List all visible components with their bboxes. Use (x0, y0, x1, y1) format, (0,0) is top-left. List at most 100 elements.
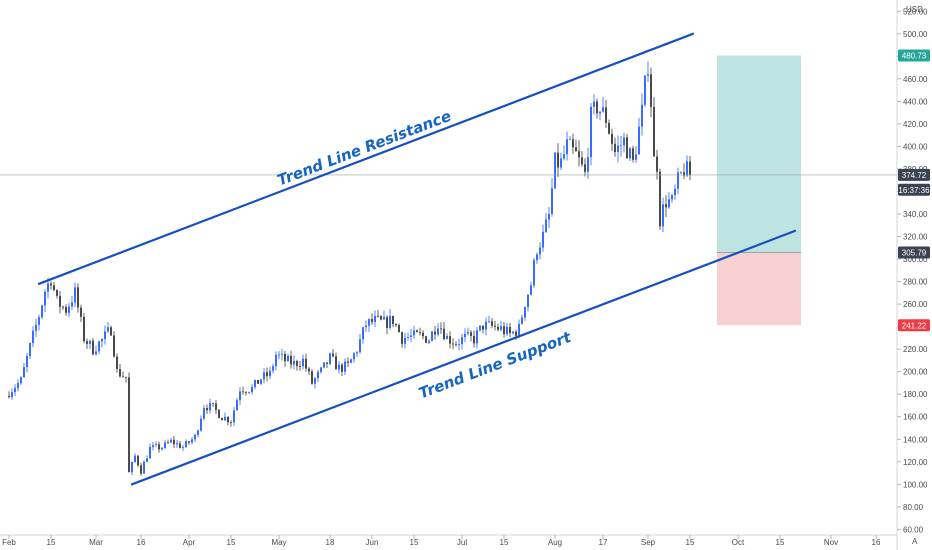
candle-body (266, 372, 268, 377)
candle (83, 312, 85, 344)
candle (677, 167, 679, 195)
candle-body (686, 161, 688, 176)
x-tick-label: 15 (686, 538, 695, 547)
price-tag-label: 480.73 (902, 51, 927, 60)
candle-body (314, 378, 316, 384)
candle (104, 325, 106, 345)
candle-body (554, 152, 556, 189)
candle (653, 97, 655, 157)
x-tick-label: Jun (366, 538, 379, 547)
candle (452, 338, 454, 350)
candle-body (386, 317, 388, 328)
candle-body (605, 107, 607, 123)
candle (170, 438, 172, 444)
candle (386, 315, 388, 335)
candle-body (440, 328, 442, 330)
profit-zone[interactable] (717, 55, 801, 253)
candle-body (458, 344, 460, 345)
candle-body (224, 416, 226, 421)
candle (59, 290, 61, 314)
candle-body (254, 379, 256, 388)
candle (116, 353, 118, 373)
candle (314, 376, 316, 389)
auto-scale-button[interactable]: A (912, 537, 918, 546)
countdown-tag: 16:37:36 (898, 183, 930, 196)
candle-body (644, 75, 646, 105)
candle-body (650, 74, 652, 107)
candle-body (32, 330, 34, 344)
candle-body (323, 362, 325, 368)
candle (35, 318, 37, 337)
candle (566, 131, 568, 161)
y-tick-label: 280.00 (903, 278, 928, 287)
candle-body (455, 344, 457, 345)
candle-body (128, 377, 130, 473)
candle (149, 443, 151, 459)
candle (110, 325, 112, 336)
candle-body (179, 443, 181, 449)
candle-body (587, 157, 589, 172)
candle (437, 323, 439, 337)
long-position-tool[interactable] (717, 55, 801, 326)
candle (50, 281, 52, 290)
candle-body (170, 439, 172, 443)
candle-body (86, 341, 88, 344)
resistance-trendline[interactable] (37, 32, 695, 285)
candle (128, 372, 130, 473)
candle (659, 168, 661, 231)
candle-body (119, 368, 121, 377)
support-trendline[interactable] (130, 229, 797, 486)
candle (245, 391, 247, 396)
candle (302, 354, 304, 370)
candle-body (104, 331, 106, 339)
candle (680, 171, 682, 175)
candle-body (557, 152, 559, 168)
candle (317, 369, 319, 382)
candle (98, 340, 100, 355)
trendlines[interactable] (37, 32, 797, 486)
candle-body (368, 319, 370, 326)
time-axis[interactable]: Feb 15 Mar 16 Apr 15 May 18 Jun 15 Jul 15 Aug 17 Sep 15… (2, 535, 881, 547)
candle (578, 140, 580, 167)
candle-body (95, 351, 97, 355)
candle-body (305, 358, 307, 369)
candle-body (665, 204, 667, 208)
candle-body (176, 443, 178, 445)
candle-body (566, 139, 568, 155)
candle (8, 391, 10, 399)
candle-body (542, 231, 544, 248)
candle-body (548, 213, 550, 220)
candle-body (317, 371, 319, 379)
candle (320, 366, 322, 374)
candle-body (278, 354, 280, 356)
candle-body (626, 137, 628, 159)
candle (404, 332, 406, 349)
candle-body (80, 307, 82, 317)
candle-body (65, 306, 67, 313)
candle-body (500, 326, 502, 330)
candle (107, 322, 109, 334)
candle-body (257, 379, 259, 384)
candle-body (149, 446, 151, 459)
current-price-tag: 374.72 (898, 168, 930, 181)
x-tick-label: Oct (732, 538, 745, 547)
candle-body (200, 418, 202, 431)
candle-body (251, 387, 253, 393)
candle (71, 295, 73, 310)
candle-body (272, 366, 274, 371)
loss-zone[interactable] (717, 252, 801, 326)
x-tick-label: Feb (2, 538, 16, 547)
candle-body (668, 199, 670, 208)
candle (191, 437, 193, 445)
candle-body (311, 371, 313, 384)
candle (131, 461, 133, 476)
candle-body (53, 285, 55, 290)
candle (605, 99, 607, 128)
candle (239, 387, 241, 405)
candle (341, 362, 343, 376)
candle (176, 439, 178, 448)
candle (266, 367, 268, 382)
y-tick-label: 100.00 (903, 480, 928, 489)
candle (173, 435, 175, 449)
